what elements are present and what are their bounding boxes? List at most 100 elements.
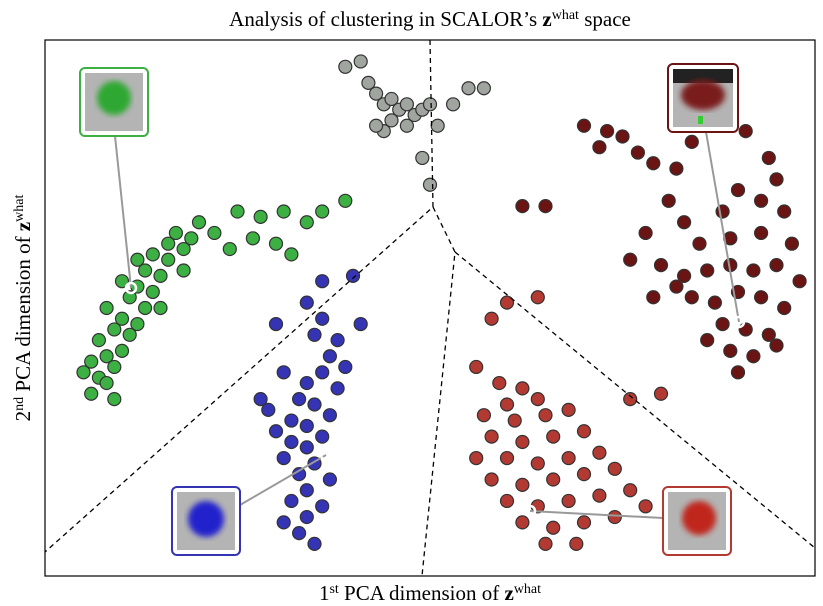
point	[191, 215, 207, 230]
label-text: st	[329, 582, 338, 597]
connector	[705, 131, 740, 323]
point	[307, 536, 322, 551]
point	[469, 450, 484, 466]
point	[761, 150, 776, 166]
label-text: PCA dimension of	[339, 581, 505, 605]
point	[122, 327, 137, 342]
point	[476, 408, 491, 423]
point	[276, 450, 291, 466]
point	[153, 268, 168, 283]
point	[138, 263, 153, 278]
point	[777, 300, 792, 316]
point	[99, 349, 114, 364]
point	[753, 193, 769, 208]
point	[322, 408, 337, 423]
cluster-boundaries	[44, 39, 816, 577]
point	[384, 113, 399, 128]
point	[145, 247, 160, 262]
point	[676, 215, 692, 230]
point	[299, 375, 314, 391]
point	[145, 284, 160, 300]
point	[484, 472, 499, 487]
point	[607, 509, 622, 525]
point	[369, 118, 384, 133]
label-text: nd	[12, 397, 27, 411]
point	[692, 236, 707, 251]
point	[299, 418, 314, 434]
point	[538, 536, 553, 551]
inset-darkred	[667, 63, 739, 133]
point	[592, 140, 607, 155]
title-text: what	[552, 8, 579, 23]
point	[299, 509, 314, 525]
label-text: what	[12, 195, 27, 222]
point	[107, 322, 122, 337]
point	[153, 300, 168, 316]
point	[91, 333, 107, 348]
point	[623, 483, 638, 498]
point	[268, 236, 284, 251]
point	[338, 59, 353, 74]
x-axis-label: 1st PCA dimension of zwhat	[319, 581, 541, 605]
point	[638, 499, 653, 514]
point	[107, 392, 122, 407]
point	[261, 402, 276, 417]
point	[499, 493, 515, 509]
point	[422, 177, 438, 192]
point	[345, 268, 361, 283]
point	[753, 290, 769, 305]
point	[769, 258, 784, 273]
point	[338, 193, 353, 208]
point	[646, 156, 661, 171]
point	[623, 392, 638, 407]
point	[276, 365, 291, 380]
label-text: PCA dimension of	[11, 231, 35, 397]
point	[307, 397, 322, 412]
point	[576, 118, 592, 133]
point	[515, 515, 530, 530]
boundary	[421, 206, 456, 577]
point	[130, 316, 145, 332]
highlight	[523, 504, 537, 518]
point	[530, 456, 545, 471]
point	[777, 204, 792, 219]
point	[330, 333, 345, 348]
point	[730, 365, 746, 380]
point	[299, 295, 314, 310]
point	[268, 424, 284, 439]
point	[399, 118, 414, 133]
boundary	[44, 39, 434, 553]
point	[315, 274, 330, 289]
point	[84, 354, 99, 369]
point	[469, 359, 484, 375]
point	[114, 311, 130, 326]
point	[592, 445, 607, 460]
point	[746, 349, 761, 364]
point	[715, 316, 730, 332]
point	[669, 279, 684, 294]
chart-title: Analysis of clustering in SCALOR’s zwhat…	[229, 7, 631, 31]
point	[792, 274, 807, 289]
point	[230, 204, 245, 219]
point	[461, 81, 476, 96]
point	[546, 429, 561, 444]
point	[307, 327, 322, 342]
point	[315, 204, 330, 219]
point	[415, 150, 430, 166]
point	[322, 349, 337, 364]
point	[292, 526, 307, 541]
point	[723, 343, 738, 358]
point	[299, 215, 314, 230]
point	[746, 263, 761, 278]
point	[561, 493, 576, 509]
point	[299, 440, 314, 455]
point	[222, 241, 237, 257]
point	[653, 258, 669, 273]
label-text: 2	[11, 411, 35, 422]
point	[546, 520, 561, 535]
point	[499, 397, 515, 412]
label-text: what	[514, 582, 541, 597]
point	[430, 118, 445, 133]
point	[284, 413, 299, 428]
